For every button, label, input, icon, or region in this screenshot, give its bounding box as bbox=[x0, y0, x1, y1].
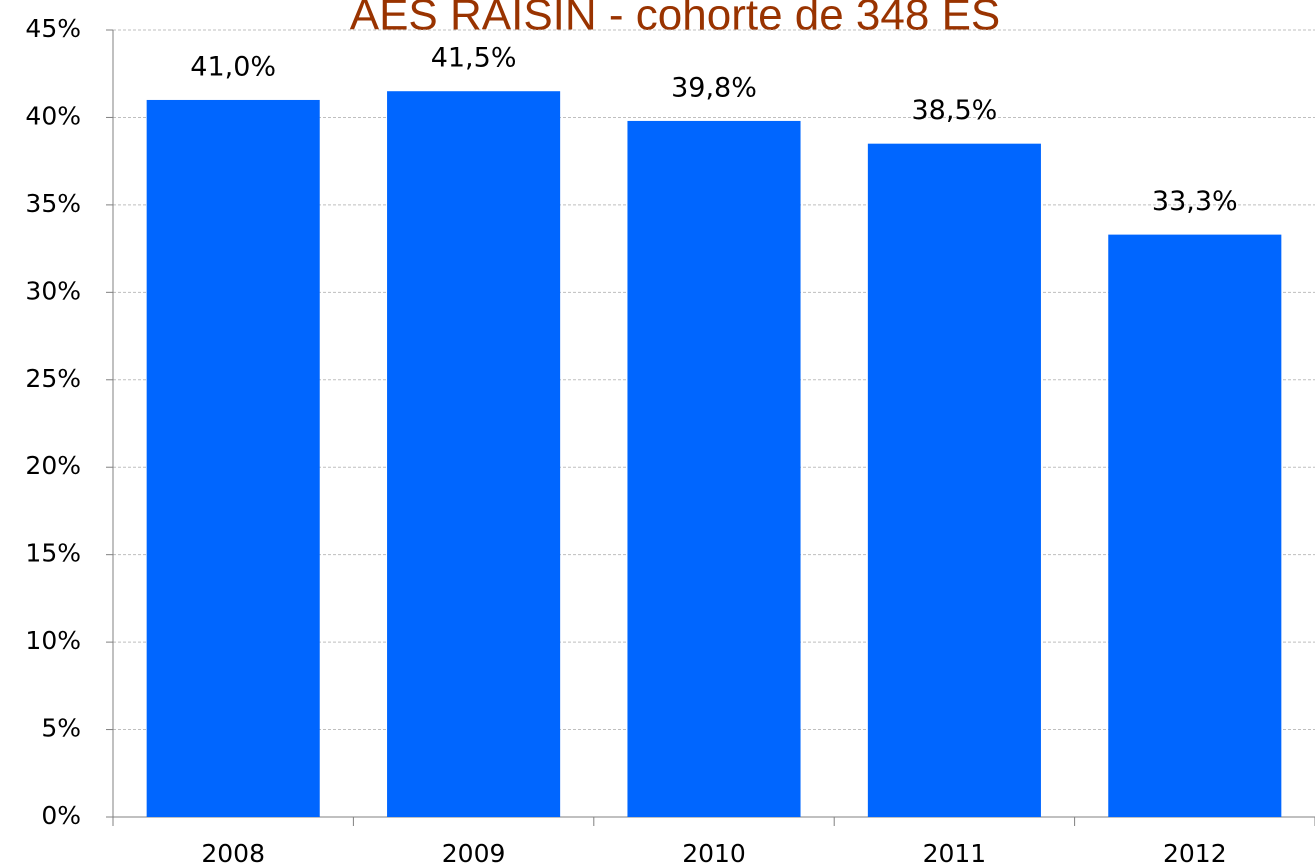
x-tick-label: 2012 bbox=[1163, 839, 1227, 865]
y-tick-label: 25% bbox=[25, 364, 81, 393]
bar bbox=[1108, 234, 1282, 817]
y-tick-label: 40% bbox=[25, 101, 81, 130]
x-tick-label: 2011 bbox=[923, 839, 987, 865]
y-tick-label: 15% bbox=[25, 539, 81, 568]
bar bbox=[146, 99, 320, 817]
y-tick-label: 35% bbox=[25, 189, 81, 218]
y-tick-label: 45% bbox=[25, 14, 81, 43]
y-tick-label: 30% bbox=[25, 276, 81, 305]
value-label: 33,3% bbox=[1152, 186, 1238, 217]
chart-title: AES RAISIN - cohorte de 348 ES bbox=[350, 0, 1001, 40]
y-tick-label: 20% bbox=[25, 451, 81, 480]
value-label: 38,5% bbox=[912, 95, 998, 126]
bar bbox=[627, 120, 801, 818]
value-label: 41,5% bbox=[431, 43, 517, 74]
bar bbox=[867, 143, 1041, 817]
value-label: 41,0% bbox=[190, 51, 276, 82]
x-tick-label: 2010 bbox=[682, 839, 746, 865]
bar bbox=[387, 91, 561, 817]
x-tick-label: 2008 bbox=[201, 839, 265, 865]
y-tick-label: 0% bbox=[41, 801, 81, 830]
value-label: 39,8% bbox=[671, 72, 757, 103]
y-tick-label: 5% bbox=[41, 714, 81, 743]
x-tick-label: 2009 bbox=[442, 839, 506, 865]
y-tick-label: 10% bbox=[25, 626, 81, 655]
